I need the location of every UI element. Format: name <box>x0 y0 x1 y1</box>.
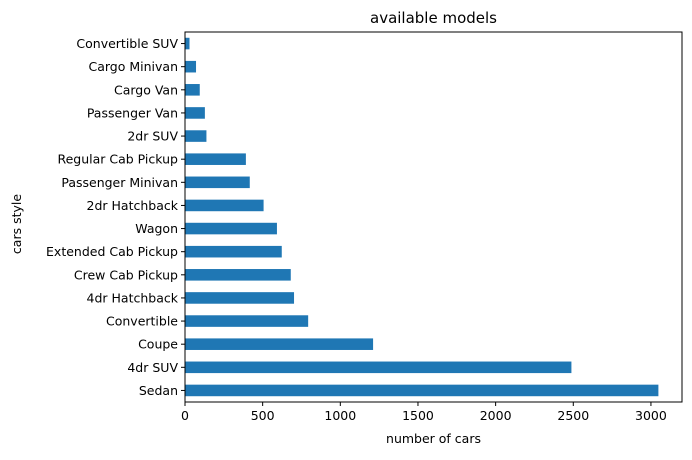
y-tick-label: Passenger Minivan <box>61 175 178 190</box>
x-axis-label: number of cars <box>386 431 481 446</box>
bar-convertible <box>185 315 309 327</box>
bar-crew-cab-pickup <box>185 269 291 281</box>
y-axis-label: cars style <box>9 194 24 254</box>
bar-convertible-suv <box>185 37 190 50</box>
y-tick-label: 2dr Hatchback <box>87 198 179 213</box>
y-tick-label: Wagon <box>135 221 178 236</box>
y-tick-label: Cargo Minivan <box>89 59 179 74</box>
x-tick-label: 3000 <box>635 408 667 423</box>
x-tick-label: 2500 <box>557 408 589 423</box>
bar-cargo-van <box>185 84 200 96</box>
y-tick-label: 4dr SUV <box>127 360 178 375</box>
y-tick-label: 4dr Hatchback <box>87 290 179 305</box>
y-tick-label: Coupe <box>138 337 178 352</box>
bars-group <box>185 37 659 397</box>
y-tick-label: Cargo Van <box>114 82 178 97</box>
y-tick-label: 2dr SUV <box>127 129 178 144</box>
bar-wagon <box>185 222 277 235</box>
bar-passenger-van <box>185 107 205 119</box>
bar-coupe <box>185 338 374 350</box>
y-tick-label: Regular Cab Pickup <box>57 152 178 167</box>
x-tick-label: 0 <box>181 408 189 423</box>
x-tick-label: 1500 <box>402 408 434 423</box>
bar-regular-cab-pickup <box>185 153 246 165</box>
plot-frame <box>184 31 683 403</box>
y-tick-label: Passenger Van <box>87 105 178 120</box>
x-ticks-group: 0 500 1000 1500 2000 2500 3000 <box>181 402 667 423</box>
bar-4dr-suv <box>185 361 572 374</box>
y-tick-label: Convertible SUV <box>76 36 178 51</box>
bar-4dr-hatchback <box>185 292 295 304</box>
y-tick-label: Crew Cab Pickup <box>74 267 178 282</box>
bar-cargo-minivan <box>185 60 197 73</box>
y-tick-label: Sedan <box>139 383 178 398</box>
x-tick-label: 500 <box>251 408 275 423</box>
bar-sedan <box>185 384 659 397</box>
y-tick-label: Convertible <box>106 314 178 329</box>
bar-2dr-hatchback <box>185 199 264 212</box>
bar-2dr-suv <box>185 130 207 142</box>
y-ticks-group: Sedan 4dr SUV Coupe Convertible 4dr Hatchbac… <box>46 36 185 398</box>
y-tick-label: Extended Cab Pickup <box>46 244 178 259</box>
chart-title: available models <box>370 9 497 27</box>
bar-passenger-minivan <box>185 176 250 189</box>
bar-extended-cab-pickup <box>185 245 282 258</box>
x-tick-label: 1000 <box>324 408 356 423</box>
x-tick-label: 2000 <box>480 408 512 423</box>
